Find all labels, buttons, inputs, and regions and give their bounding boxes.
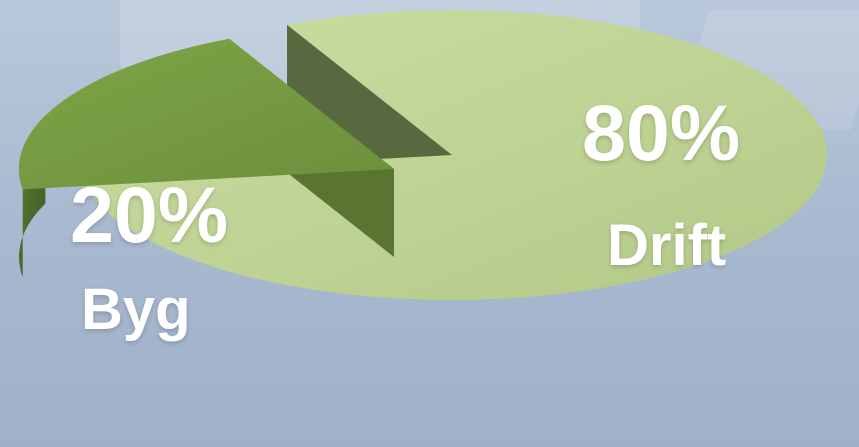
slice-name-label-drift: Drift bbox=[607, 213, 727, 278]
slice-value-label-drift: 80% bbox=[582, 88, 741, 177]
slice-value-label-byg: 20% bbox=[70, 170, 229, 259]
slice-name-label-byg: Byg bbox=[81, 277, 191, 342]
pie-slice-byg bbox=[18, 38, 394, 190]
pie-slice-drift bbox=[80, 9, 828, 300]
